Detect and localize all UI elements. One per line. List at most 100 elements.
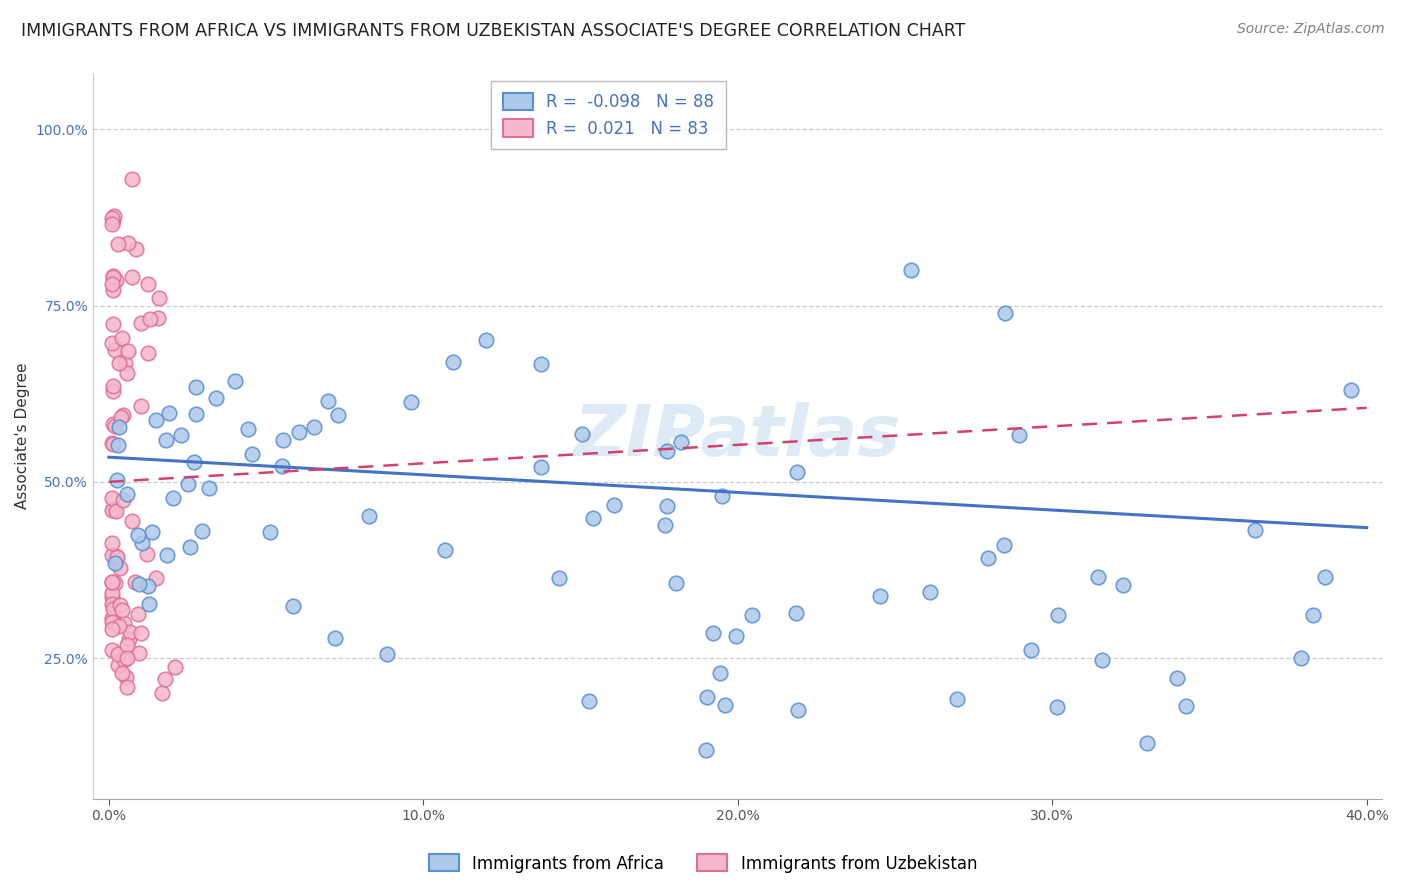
Point [1047, 608, 1070, 623]
Point [107, 438, 129, 452]
Point [141, 524, 163, 539]
Point [105, 273, 128, 287]
Point [714, 698, 737, 713]
Point [1340, 383, 1362, 397]
Point [101, 615, 124, 629]
Point [124, 575, 146, 590]
Point [695, 742, 717, 756]
Point [162, 491, 184, 505]
Point [101, 642, 124, 657]
Point [101, 335, 124, 350]
Point [191, 524, 214, 539]
Point [110, 665, 132, 680]
Point [582, 510, 605, 524]
Point [103, 384, 125, 399]
Text: IMMIGRANTS FROM AFRICA VS IMMIGRANTS FROM UZBEKISTAN ASSOCIATE'S DEGREE CORRELAT: IMMIGRANTS FROM AFRICA VS IMMIGRANTS FRO… [21, 22, 966, 40]
Point [155, 433, 177, 447]
Point [441, 355, 464, 369]
Point [259, 524, 281, 539]
Point [104, 504, 127, 518]
Text: Source: ZipAtlas.com: Source: ZipAtlas.com [1237, 22, 1385, 37]
Point [994, 306, 1017, 320]
Text: ZIPatlas: ZIPatlas [574, 401, 901, 470]
Point [136, 579, 159, 593]
Point [578, 693, 600, 707]
Point [107, 420, 129, 434]
Point [1091, 653, 1114, 667]
Point [101, 586, 124, 600]
Point [1313, 570, 1336, 584]
Point [204, 391, 226, 405]
Point [104, 557, 127, 571]
Point [741, 608, 763, 623]
Point [136, 346, 159, 360]
Point [108, 356, 131, 370]
Point [1302, 608, 1324, 623]
Point [530, 357, 553, 371]
Point [111, 492, 134, 507]
Point [107, 647, 129, 661]
Point [101, 379, 124, 393]
Point [125, 242, 148, 256]
Point [131, 317, 153, 331]
Point [359, 509, 381, 524]
Point [138, 598, 160, 612]
Point [156, 548, 179, 562]
Point [702, 625, 724, 640]
Point [323, 631, 346, 645]
Point [105, 553, 128, 567]
Point [787, 702, 810, 716]
Point [399, 395, 422, 409]
Point [183, 455, 205, 469]
Point [1289, 651, 1312, 665]
Point [105, 473, 128, 487]
Point [103, 501, 125, 516]
Point [103, 417, 125, 431]
Point [121, 171, 143, 186]
Point [657, 443, 679, 458]
Point [117, 236, 139, 251]
Point [657, 499, 679, 513]
Point [107, 237, 129, 252]
Point [108, 619, 131, 633]
Point [711, 489, 734, 503]
Point [121, 269, 143, 284]
Point [150, 686, 173, 700]
Point [184, 407, 207, 421]
Point [869, 589, 891, 603]
Point [101, 491, 124, 506]
Point [603, 498, 626, 512]
Point [103, 601, 125, 615]
Point [197, 481, 219, 495]
Point [101, 211, 124, 225]
Point [112, 408, 135, 422]
Point [571, 426, 593, 441]
Legend: R =  -0.098   N = 88, R =  0.021   N = 83: R = -0.098 N = 88, R = 0.021 N = 83 [492, 81, 725, 149]
Point [918, 585, 941, 599]
Point [101, 574, 124, 589]
Point [240, 447, 263, 461]
Point [271, 458, 294, 473]
Point [671, 435, 693, 450]
Point [318, 393, 340, 408]
Point [127, 527, 149, 541]
Point [101, 536, 124, 550]
Point [1019, 643, 1042, 657]
Point [111, 602, 134, 616]
Legend: Immigrants from Africa, Immigrants from Uzbekistan: Immigrants from Africa, Immigrants from … [422, 847, 984, 880]
Point [665, 575, 688, 590]
Point [115, 638, 138, 652]
Point [1174, 698, 1197, 713]
Point [654, 518, 676, 533]
Point [108, 598, 131, 612]
Point [127, 607, 149, 621]
Point [101, 610, 124, 624]
Point [104, 549, 127, 564]
Point [112, 653, 135, 667]
Point [146, 311, 169, 326]
Point [179, 540, 201, 554]
Point [1046, 699, 1069, 714]
Point [101, 217, 124, 231]
Point [157, 406, 180, 420]
Point [105, 550, 128, 565]
